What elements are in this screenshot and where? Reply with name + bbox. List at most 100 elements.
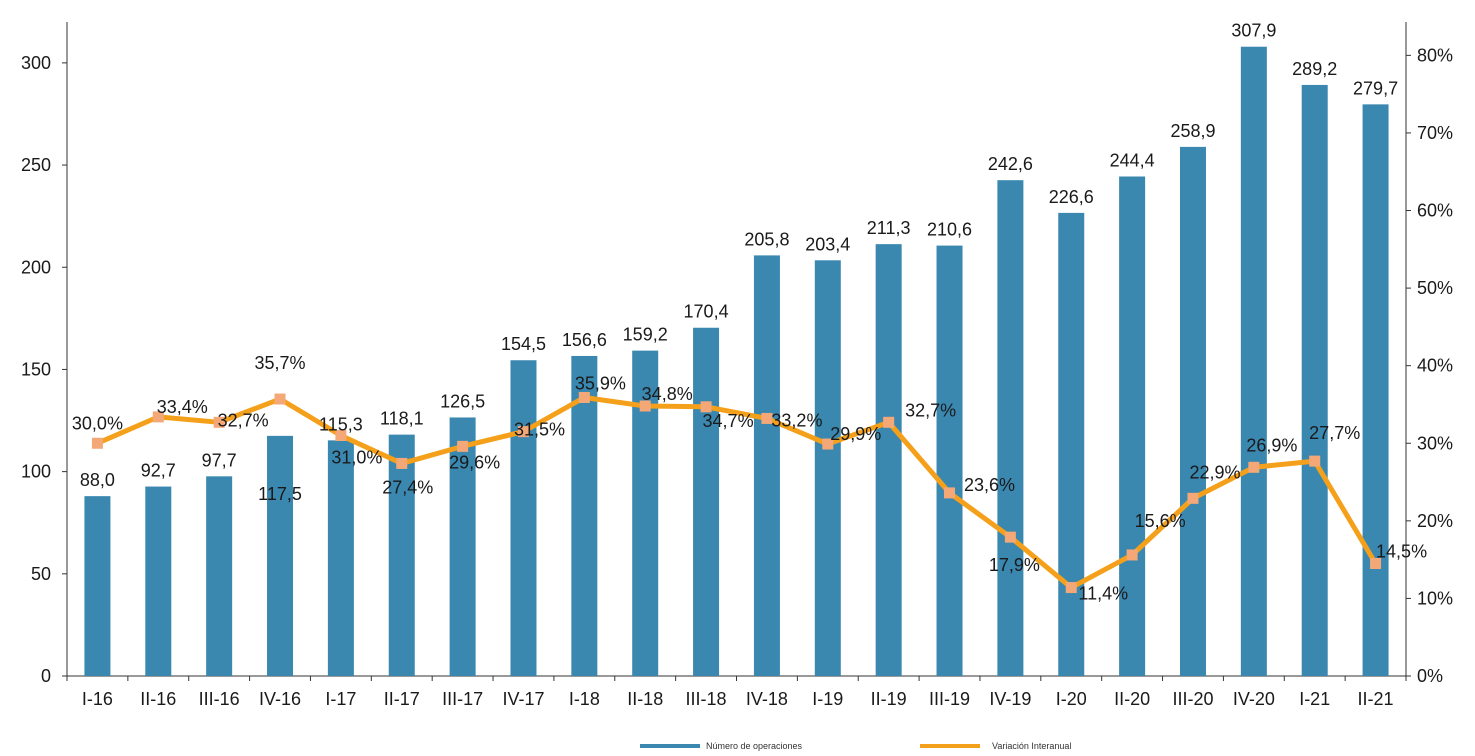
line-value-label: 31,0% — [331, 448, 382, 468]
line-marker-II-19 — [883, 416, 895, 428]
y-right-tick-label: 40% — [1417, 356, 1453, 376]
x-tick-label: IV-18 — [746, 689, 788, 709]
bar-II-16 — [145, 486, 172, 676]
line-marker-IV-19 — [1004, 531, 1016, 543]
line-value-label: 34,7% — [703, 411, 754, 431]
bar-IV-20 — [1240, 46, 1267, 677]
x-tick-label: I-17 — [325, 689, 356, 709]
line-marker-I-20 — [1065, 582, 1077, 594]
bar-II-19 — [875, 244, 902, 676]
y-left-tick-label: 200 — [21, 257, 51, 277]
line-marker-III-20 — [1187, 492, 1199, 504]
line-value-label: 22,9% — [1189, 462, 1240, 482]
x-tick-label: II-17 — [384, 689, 420, 709]
line-variacion — [96, 394, 1378, 591]
bar-value-label: 159,2 — [623, 325, 668, 345]
line-value-label: 31,5% — [514, 420, 565, 440]
line-value-label: 27,4% — [382, 477, 433, 497]
bar-value-label: 242,6 — [988, 154, 1033, 174]
line-value-label: 15,6% — [1135, 511, 1186, 531]
line-marker-IV-17 — [517, 426, 529, 438]
y-right-tick-label: 50% — [1417, 278, 1453, 298]
x-tick-label: IV-20 — [1233, 689, 1275, 709]
y-left-tick-label: 100 — [21, 462, 51, 482]
line-marker-I-18 — [578, 391, 590, 403]
bar-III-17 — [449, 417, 476, 676]
line-marker-III-17 — [457, 440, 469, 452]
bar-I-17 — [327, 440, 354, 676]
line-value-label: 30,0% — [72, 413, 123, 433]
y-left-tick-label: 50 — [31, 564, 51, 584]
x-tick-label: I-16 — [82, 689, 113, 709]
line-marker-IV-20 — [1248, 461, 1260, 473]
bar-IV-19 — [997, 180, 1024, 676]
line-marker-I-19 — [822, 438, 834, 450]
bar-I-21 — [1301, 84, 1328, 676]
bar-II-21 — [1362, 104, 1389, 676]
line-value-label: 29,6% — [449, 452, 500, 472]
line-value-label: 27,7% — [1309, 423, 1360, 443]
bar-value-label: 97,7 — [202, 450, 237, 470]
x-tick-label: IV-16 — [259, 689, 301, 709]
y-left-tick-label: 0 — [41, 666, 51, 686]
y-left-tick-label: 150 — [21, 359, 51, 379]
legend: Número de operaciones Variación Interanu… — [640, 741, 1071, 751]
line-marker-III-18 — [700, 401, 712, 413]
x-tick-label: II-21 — [1358, 689, 1394, 709]
axes: 0 50 100 150 200 250 300 0% 10% 20% 30% 40% 50% 60% 70… — [21, 22, 1453, 709]
line-value-label: 26,9% — [1246, 435, 1297, 455]
bar-III-16 — [206, 476, 233, 676]
line-marker-IV-16 — [274, 393, 286, 405]
x-tick-label: II-16 — [140, 689, 176, 709]
y-right-tick-label: 30% — [1417, 433, 1453, 453]
bar-value-label: 115,3 — [319, 414, 363, 434]
line-value-label: 33,4% — [157, 397, 208, 417]
line-value-label: 14,5% — [1376, 542, 1427, 562]
bar-III-19 — [936, 245, 963, 676]
bar-value-label: 126,5 — [440, 391, 485, 411]
bar-value-label: 156,6 — [562, 330, 607, 350]
y-right-tick-label: 20% — [1417, 511, 1453, 531]
bar-III-18 — [693, 327, 720, 676]
line-marker-II-21 — [1370, 558, 1382, 570]
bar-value-label: 203,4 — [805, 234, 850, 254]
line-marker-II-17 — [396, 457, 408, 469]
line-marker-I-16 — [91, 437, 103, 449]
line-marker-II-20 — [1126, 549, 1138, 561]
legend-swatch-bars — [640, 744, 700, 748]
y-right-tick-label: 10% — [1417, 588, 1453, 608]
bar-IV-18 — [753, 255, 780, 677]
x-tick-label: IV-17 — [502, 689, 544, 709]
legend-label-line: Variación Interanual — [992, 741, 1071, 751]
y-left-tick-label: 300 — [21, 53, 51, 73]
line-marker-I-17 — [335, 430, 347, 442]
bar-value-label: 210,6 — [927, 220, 972, 240]
x-tick-label: III-16 — [199, 689, 240, 709]
y-left-tick-label: 250 — [21, 155, 51, 175]
x-tick-label: II-19 — [871, 689, 907, 709]
bar-value-label: 88,0 — [80, 470, 115, 490]
line-value-label: 35,9% — [575, 373, 626, 393]
x-tick-label: I-21 — [1299, 689, 1330, 709]
bar-value-label: 117,5 — [258, 484, 302, 504]
bar-value-label: 92,7 — [141, 461, 176, 481]
line-marker-II-18 — [639, 400, 651, 412]
bar-value-label: 279,7 — [1353, 78, 1398, 98]
bar-value-label: 205,8 — [744, 229, 789, 249]
bar-I-19 — [814, 260, 841, 676]
data-labels: 88,0 92,7 97,7 117,5 115,3 118,1 126,5 154,5 156… — [72, 21, 1427, 604]
bar-value-label: 211,3 — [867, 218, 911, 238]
x-tick-label: I-20 — [1056, 689, 1087, 709]
bar-II-17 — [388, 434, 415, 676]
bar-I-16 — [84, 496, 111, 676]
bar-value-label: 258,9 — [1170, 121, 1215, 141]
x-tick-label: IV-19 — [989, 689, 1031, 709]
bar-IV-17 — [510, 360, 537, 676]
bar-value-label: 170,4 — [684, 302, 729, 322]
line-marker-III-16 — [213, 416, 225, 428]
y-right-tick-label: 70% — [1417, 123, 1453, 143]
bar-II-20 — [1119, 176, 1146, 676]
y-right-tick-label: 0% — [1417, 666, 1443, 686]
line-value-label: 32,7% — [905, 400, 956, 420]
